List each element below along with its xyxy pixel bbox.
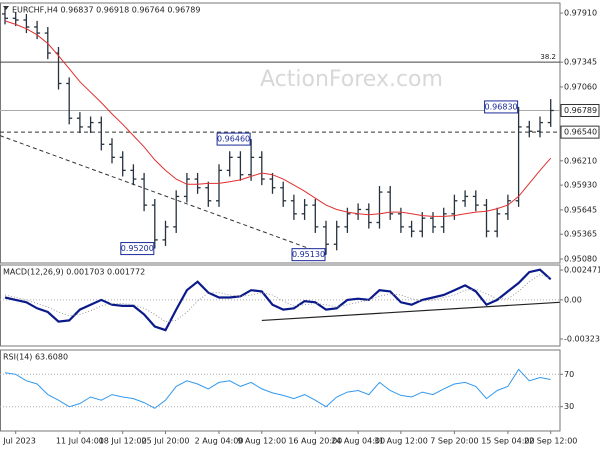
y-tick-label: 0.96210	[564, 156, 597, 165]
level-label: 38.2	[540, 53, 556, 61]
price-box-label: 0.96540	[564, 128, 597, 137]
y-tick-label: 70	[564, 370, 574, 379]
y-tick-label: 0.95645	[564, 205, 597, 214]
annotation-box	[216, 132, 251, 146]
x-tick-label: 3 Jul 2023	[0, 437, 36, 446]
y-tick-label: 0.97060	[564, 82, 597, 91]
y-tick-label: 30	[564, 402, 574, 411]
trendline	[261, 301, 560, 322]
x-tick-label: 31 Aug 12:00	[374, 437, 428, 446]
panel-title: RSI(14) 63.6080	[3, 353, 68, 362]
x-tick-label: 24 Aug 04:00	[331, 437, 385, 446]
x-tick-label: 25 Jul 20:00	[142, 437, 190, 446]
indicator-line	[4, 273, 551, 323]
x-tick-label: 2 Aug 04:00	[195, 437, 244, 446]
annotation-box	[120, 242, 155, 256]
price-box	[560, 103, 600, 117]
x-tick-label: 11 Jul 04:00	[56, 437, 104, 446]
y-tick-label: 0.002471	[564, 266, 600, 275]
y-tick-label: -0.003235	[564, 334, 600, 343]
x-tick-label: 9 Aug 12:00	[237, 437, 286, 446]
trendline	[0, 135, 327, 256]
indicator-line	[4, 268, 552, 332]
x-tick-label: 16 Aug 20:00	[288, 437, 342, 446]
y-tick-label: 0.97910	[564, 9, 597, 18]
price-box	[560, 125, 600, 139]
indicator-line	[4, 20, 552, 217]
annotation-label: 0.96830	[485, 102, 518, 111]
x-tick-label: 18 Jul 12:00	[99, 437, 147, 446]
annotation-box	[291, 248, 326, 262]
y-tick-label: 0.97345	[564, 58, 597, 67]
x-tick-label: 22 Sep 12:00	[524, 437, 577, 446]
y-tick-label: 0.95930	[564, 181, 597, 190]
panel-frame	[0, 349, 561, 432]
annotation-label: 0.96460	[217, 135, 250, 144]
x-tick-label: 7 Sep 20:00	[430, 437, 478, 446]
menu-icon	[3, 6, 9, 10]
panel-title: EURCHF,H4 0.96837 0.96918 0.96764 0.9678…	[12, 6, 200, 15]
x-tick-label: 15 Sep 04:00	[481, 437, 534, 446]
indicator-line	[4, 368, 551, 409]
annotation-box	[484, 100, 519, 114]
y-tick-label: 0.95080	[564, 255, 597, 264]
price-box-label: 0.96789	[564, 106, 597, 115]
watermark: ActionForex.com	[260, 67, 443, 92]
annotation-label: 0.95130	[292, 250, 325, 259]
annotation-label: 0.95200	[121, 244, 154, 253]
y-tick-label: 0.95365	[564, 230, 597, 239]
panel-title: MACD(12,26,9) 0.001703 0.001772	[3, 268, 145, 277]
y-tick-label: 0.00	[564, 295, 582, 304]
panel-frame	[0, 2, 561, 264]
panel-frame	[0, 264, 561, 347]
